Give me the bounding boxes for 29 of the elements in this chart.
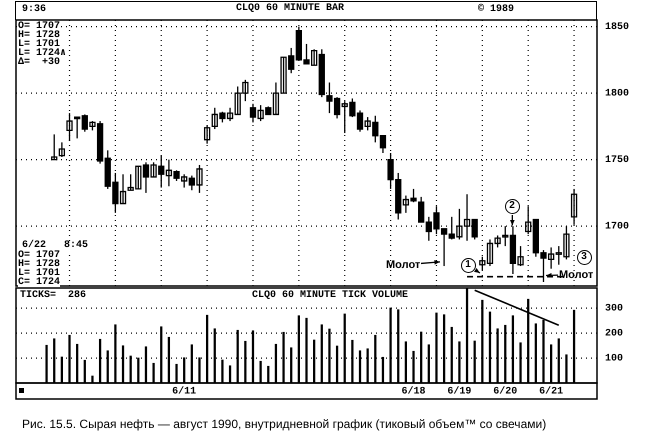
x-tick-label: 6/21 (539, 386, 564, 398)
annotation: TICKS= 286 (20, 290, 86, 301)
chart-title: CLQ0 60 MINUTE BAR (236, 3, 344, 14)
x-tick-label: 6/20 (493, 386, 518, 398)
candlestick (66, 112, 73, 142)
annotation: C= 1724 (18, 277, 60, 288)
y-tick-label: 1700 (605, 222, 630, 233)
y-tick-label: 200 (605, 328, 624, 340)
annotation: 1 (460, 258, 476, 272)
annotation: Молот (386, 259, 420, 271)
x-tick-label: 6/11 (172, 386, 196, 398)
x-tick-label: 6/19 (447, 386, 472, 398)
candlestick (58, 142, 66, 158)
text: © 1989 (478, 4, 514, 15)
y-tick-label: 1750 (605, 155, 630, 166)
text: Рис. 15.5. Сырая нефть — август 1990, внутридневной график (тиковый объем™ со свечами) (22, 417, 546, 431)
text: 9:36 (22, 4, 46, 15)
chart-title: CLQ0 60 MINUTE TICK VOLUME (252, 290, 408, 301)
text: 3 (576, 250, 592, 264)
annotation: 6/22 8:45 (22, 240, 88, 251)
annotation: Δ= +30 (18, 57, 60, 68)
annotation: Молот (559, 269, 594, 281)
annotation: 2 (504, 198, 520, 214)
candlestick (51, 134, 58, 160)
x-tick-label: 6/18 (402, 386, 426, 398)
y-tick-label: 300 (605, 304, 624, 315)
y-tick-label: 1800 (605, 88, 630, 100)
y-tick-label: 1850 (605, 22, 630, 34)
y-tick-label: 100 (605, 354, 624, 365)
